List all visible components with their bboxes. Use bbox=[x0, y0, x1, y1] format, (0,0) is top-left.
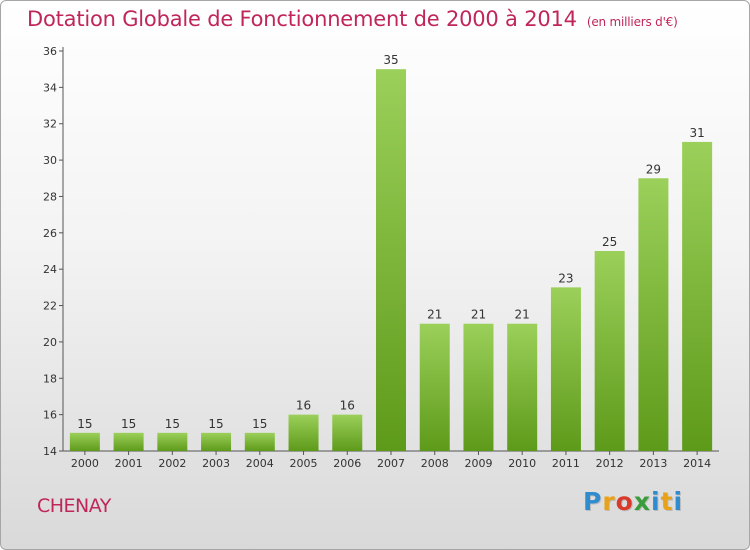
x-tick-label: 2002 bbox=[158, 457, 186, 470]
x-tick-label: 2003 bbox=[202, 457, 230, 470]
bar bbox=[332, 414, 363, 451]
x-tick-label: 2001 bbox=[115, 457, 143, 470]
y-tick-label: 26 bbox=[43, 227, 57, 240]
y-tick-label: 16 bbox=[43, 409, 57, 422]
y-tick-label: 34 bbox=[43, 81, 57, 94]
chart-title: Dotation Globale de Fonctionnement de 20… bbox=[27, 7, 678, 31]
title-text: Dotation Globale de Fonctionnement de 20… bbox=[27, 7, 577, 31]
data-label: 23 bbox=[558, 271, 573, 285]
bar bbox=[463, 323, 494, 451]
data-label: 15 bbox=[121, 417, 136, 431]
x-tick-label: 2006 bbox=[333, 457, 361, 470]
bar bbox=[113, 432, 144, 451]
data-label: 25 bbox=[602, 235, 617, 249]
data-label: 29 bbox=[646, 162, 661, 176]
x-tick-label: 2007 bbox=[377, 457, 405, 470]
y-tick-label: 30 bbox=[43, 154, 57, 167]
x-tick-label: 2012 bbox=[596, 457, 624, 470]
data-label: 21 bbox=[427, 308, 442, 322]
bar bbox=[419, 323, 450, 451]
x-tick-label: 2011 bbox=[552, 457, 580, 470]
y-tick-label: 18 bbox=[43, 372, 57, 385]
x-tick-label: 2008 bbox=[421, 457, 449, 470]
bar bbox=[638, 178, 669, 452]
data-labels: 15 15 15 15 15 16 16 35 21 21 21 23 25 29 31 bbox=[77, 53, 705, 431]
x-tick-label: 2005 bbox=[290, 457, 318, 470]
x-tick-label: 2009 bbox=[464, 457, 492, 470]
axes: 14 16 18 20 22 24 26 28 30 32 34 36 2000 2001 2002 2003… bbox=[43, 45, 719, 470]
bar bbox=[376, 69, 406, 451]
commune-name: CHENAY bbox=[37, 495, 111, 517]
data-label: 21 bbox=[515, 308, 530, 322]
bars bbox=[69, 69, 713, 452]
x-tick-label: 2000 bbox=[71, 457, 99, 470]
x-tick-label: 2004 bbox=[246, 457, 274, 470]
x-tick-label: 2014 bbox=[683, 457, 711, 470]
x-tick-label: 2013 bbox=[639, 457, 667, 470]
y-tick-label: 32 bbox=[43, 118, 57, 131]
data-label: 16 bbox=[296, 399, 311, 413]
data-label: 15 bbox=[208, 417, 223, 431]
bar bbox=[288, 414, 319, 451]
data-label: 15 bbox=[165, 417, 180, 431]
bar bbox=[69, 432, 100, 451]
y-tick-label: 28 bbox=[43, 190, 57, 203]
y-tick-label: 36 bbox=[43, 45, 57, 58]
bar bbox=[244, 432, 275, 451]
bar bbox=[682, 141, 713, 451]
x-tick-label: 2010 bbox=[508, 457, 536, 470]
bar bbox=[157, 432, 188, 451]
y-tick-label: 20 bbox=[43, 336, 57, 349]
y-tick-label: 22 bbox=[43, 300, 57, 313]
data-label: 21 bbox=[471, 308, 486, 322]
data-label: 16 bbox=[340, 399, 355, 413]
bar bbox=[201, 432, 232, 451]
bar bbox=[507, 323, 538, 451]
data-label: 15 bbox=[77, 417, 92, 431]
y-tick-label: 14 bbox=[43, 445, 57, 458]
unit-label: (en milliers d'€) bbox=[586, 15, 678, 29]
y-tick-label: 24 bbox=[43, 263, 57, 276]
data-label: 31 bbox=[689, 126, 704, 140]
bar bbox=[550, 287, 581, 451]
data-label: 35 bbox=[383, 53, 398, 67]
bar bbox=[594, 251, 625, 451]
data-label: 15 bbox=[252, 417, 267, 431]
proxiti-logo: Proxiti bbox=[583, 487, 684, 516]
